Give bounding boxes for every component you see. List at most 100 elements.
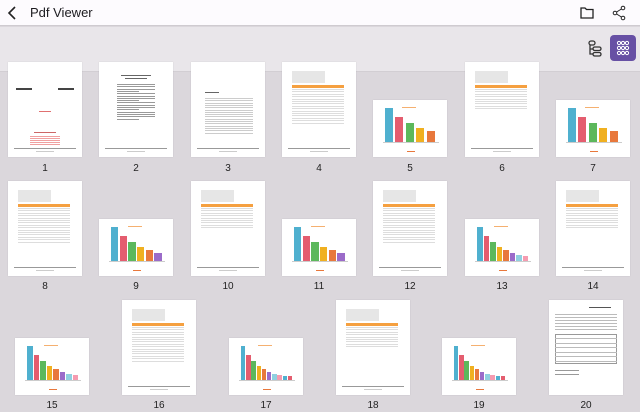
chart-bar bbox=[320, 247, 328, 261]
chart-bar bbox=[454, 346, 459, 380]
chart-bar bbox=[337, 252, 345, 261]
page-thumbnail[interactable] bbox=[191, 181, 265, 276]
grid-view-button[interactable] bbox=[610, 35, 636, 61]
chart-bar bbox=[294, 227, 302, 261]
page-thumbnail[interactable] bbox=[99, 62, 173, 157]
page-number-label: 4 bbox=[316, 163, 322, 174]
chart-bar bbox=[395, 116, 404, 142]
page-number-label: 6 bbox=[499, 163, 505, 174]
chart-bar bbox=[246, 354, 251, 380]
page-number-label: 20 bbox=[580, 400, 592, 411]
chart-bar bbox=[480, 371, 485, 380]
chart-bar bbox=[256, 366, 261, 380]
chart-bar bbox=[490, 374, 495, 380]
chart-bar bbox=[59, 371, 65, 380]
page-thumbnail[interactable] bbox=[556, 181, 630, 276]
page-number-label: 14 bbox=[587, 281, 599, 292]
chart-bar bbox=[145, 250, 153, 261]
chart-bar bbox=[522, 255, 528, 261]
page-number-label: 2 bbox=[133, 163, 139, 174]
page-thumbnail[interactable] bbox=[373, 181, 447, 276]
page-number-label: 8 bbox=[42, 281, 48, 292]
share-button[interactable] bbox=[610, 4, 628, 22]
page-thumbnail[interactable] bbox=[122, 300, 196, 395]
chart-bar bbox=[282, 375, 287, 380]
chart-bar bbox=[490, 242, 496, 261]
chart-bar bbox=[46, 366, 52, 380]
page-thumbnail[interactable] bbox=[549, 300, 623, 395]
page-number-label: 10 bbox=[222, 281, 234, 292]
chart-bar bbox=[267, 371, 272, 380]
page-thumbnail[interactable] bbox=[191, 62, 265, 157]
page-number-label: 3 bbox=[225, 163, 231, 174]
page-thumbnail[interactable] bbox=[465, 62, 539, 157]
page-number-label: 1 bbox=[42, 163, 48, 174]
page-number-label: 5 bbox=[407, 163, 413, 174]
page-thumbnail[interactable] bbox=[8, 181, 82, 276]
page-number-label: 13 bbox=[496, 281, 508, 292]
share-icon bbox=[612, 5, 626, 21]
chart-bar bbox=[154, 252, 162, 261]
bookmark-view-button[interactable] bbox=[582, 35, 608, 61]
bookmark-outline-icon bbox=[588, 40, 602, 57]
page-thumbnail[interactable] bbox=[373, 100, 447, 157]
chart-bar bbox=[302, 235, 310, 261]
chart-bar bbox=[137, 247, 145, 261]
chart-bar bbox=[40, 361, 46, 380]
chart-bar bbox=[111, 227, 119, 261]
page-number-label: 7 bbox=[590, 163, 596, 174]
page-thumbnail[interactable] bbox=[442, 338, 516, 395]
page-number-label: 11 bbox=[313, 281, 325, 292]
grid-view-icon bbox=[616, 40, 630, 56]
page-thumbnail[interactable] bbox=[282, 219, 356, 276]
page-thumbnail[interactable] bbox=[15, 338, 89, 395]
page-number-label: 16 bbox=[153, 400, 165, 411]
chart-bar bbox=[495, 375, 500, 380]
page-thumbnail[interactable] bbox=[99, 219, 173, 276]
chart-bar bbox=[599, 128, 608, 142]
page-number-label: 9 bbox=[133, 281, 139, 292]
chart-bar bbox=[485, 373, 490, 380]
chart-bar bbox=[464, 361, 469, 380]
chart-bar bbox=[272, 373, 277, 380]
chart-bar bbox=[509, 252, 515, 261]
back-button[interactable] bbox=[5, 3, 21, 23]
chart-bar bbox=[128, 242, 136, 261]
chart-bar bbox=[72, 374, 78, 380]
page-thumbnail[interactable] bbox=[8, 62, 82, 157]
open-folder-button[interactable] bbox=[578, 4, 596, 22]
page-number-label: 12 bbox=[404, 281, 416, 292]
chart-bar bbox=[568, 108, 576, 142]
chart-bar bbox=[385, 108, 393, 142]
chart-bar bbox=[277, 374, 282, 380]
chart-bar bbox=[503, 250, 509, 261]
page-thumbnail[interactable] bbox=[556, 100, 630, 157]
page-thumbnail[interactable] bbox=[282, 62, 356, 157]
page-number-label: 19 bbox=[473, 400, 485, 411]
chart-bar bbox=[459, 354, 464, 380]
chart-bar bbox=[416, 128, 425, 142]
chart-bar bbox=[251, 361, 256, 380]
chart-bar bbox=[588, 123, 597, 142]
chart-bar bbox=[578, 116, 587, 142]
chart-bar bbox=[261, 369, 267, 380]
chart-bar bbox=[496, 247, 502, 261]
folder-icon bbox=[580, 7, 594, 19]
chart-bar bbox=[609, 131, 618, 142]
page-number-label: 18 bbox=[367, 400, 379, 411]
page-number-label: 15 bbox=[46, 400, 58, 411]
chart-bar bbox=[311, 242, 319, 261]
chart-bar bbox=[241, 346, 246, 380]
chart-bar bbox=[477, 227, 483, 261]
page-thumbnail[interactable] bbox=[465, 219, 539, 276]
chart-bar bbox=[500, 376, 506, 380]
chevron-left-icon bbox=[7, 6, 16, 20]
chart-bar bbox=[66, 373, 72, 380]
page-thumbnail[interactable] bbox=[229, 338, 303, 395]
chart-bar bbox=[405, 123, 414, 142]
chart-bar bbox=[119, 235, 127, 261]
chart-bar bbox=[474, 369, 480, 380]
app-bar: Pdf Viewer bbox=[0, 0, 640, 26]
chart-bar bbox=[33, 354, 39, 380]
page-thumbnail[interactable] bbox=[336, 300, 410, 395]
